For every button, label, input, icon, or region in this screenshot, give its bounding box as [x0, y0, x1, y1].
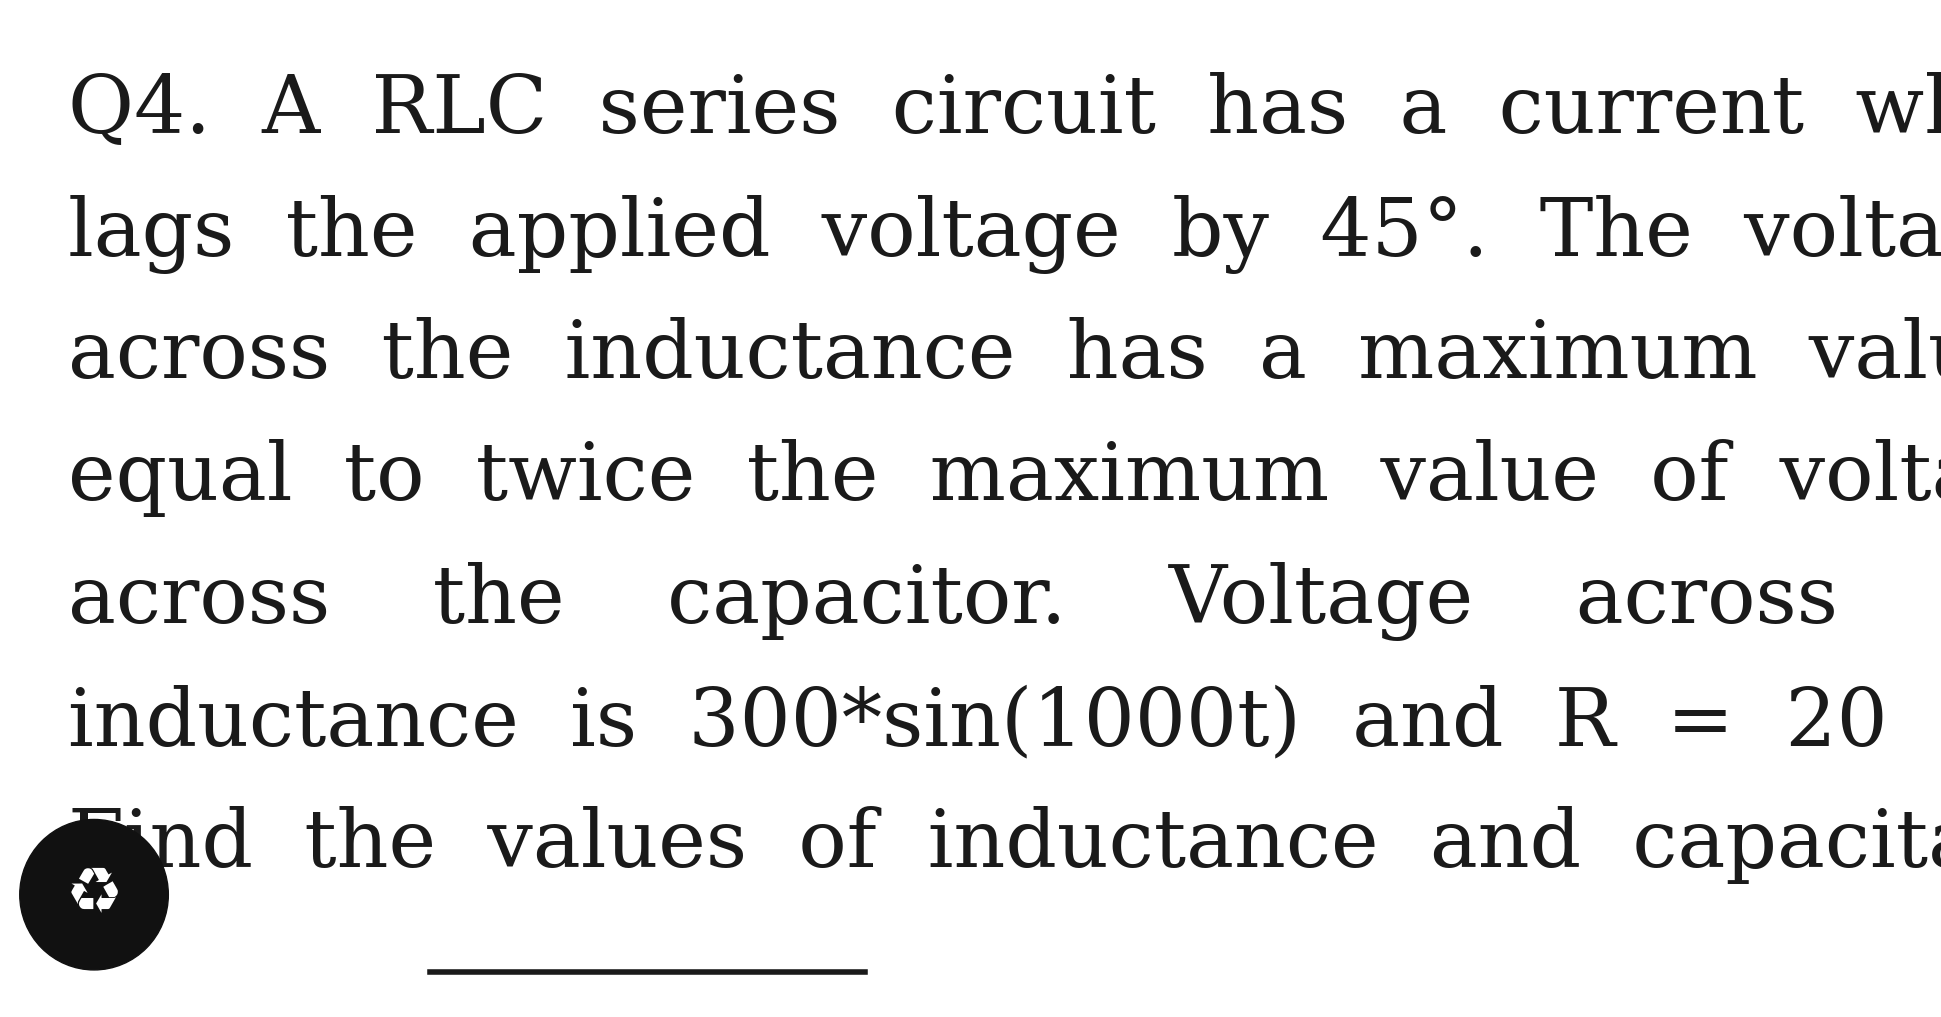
Text: ♻: ♻ [66, 863, 122, 925]
Text: Find  the  values  of  inductance  and  capacitance.: Find the values of inductance and capaci… [68, 806, 1941, 885]
Text: lags  the  applied  voltage  by  45°.  The  voltage: lags the applied voltage by 45°. The vol… [68, 194, 1941, 274]
Text: across    the    capacitor.    Voltage    across    the: across the capacitor. Voltage across the [68, 561, 1941, 641]
Text: equal  to  twice  the  maximum  value  of  voltage: equal to twice the maximum value of volt… [68, 439, 1941, 519]
Text: inductance  is  300*sin(1000t)  and  R  =  20  Ω.: inductance is 300*sin(1000t) and R = 20 … [68, 684, 1941, 762]
Text: across  the  inductance  has  a  maximum  value: across the inductance has a maximum valu… [68, 317, 1941, 395]
Text: Q4.  A  RLC  series  circuit  has  a  current  which: Q4. A RLC series circuit has a current w… [68, 72, 1941, 151]
Ellipse shape [19, 820, 169, 970]
